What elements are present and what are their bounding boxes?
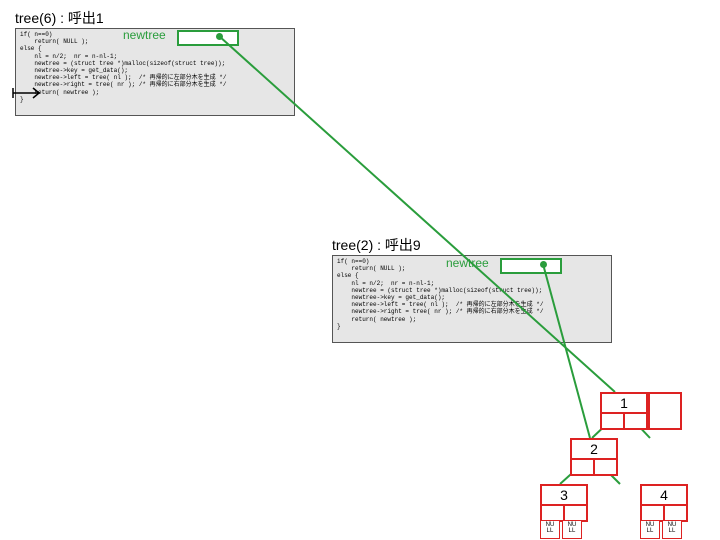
tree-node-4: 4 bbox=[640, 484, 688, 522]
tree-node-1-extra bbox=[648, 392, 682, 430]
node-value: 1 bbox=[602, 394, 646, 414]
null-leaf-1: NU LL bbox=[540, 520, 560, 539]
null-leaf-3: NU LL bbox=[640, 520, 660, 539]
tree-node-1: 1 bbox=[600, 392, 648, 430]
node-value: 4 bbox=[642, 486, 686, 506]
node-value: 3 bbox=[542, 486, 586, 506]
null-leaf-2: NU LL bbox=[562, 520, 582, 539]
node-value: 2 bbox=[572, 440, 616, 460]
tree-node-2: 2 bbox=[570, 438, 618, 476]
tree-node-3: 3 bbox=[540, 484, 588, 522]
null-leaf-4: NU LL bbox=[662, 520, 682, 539]
